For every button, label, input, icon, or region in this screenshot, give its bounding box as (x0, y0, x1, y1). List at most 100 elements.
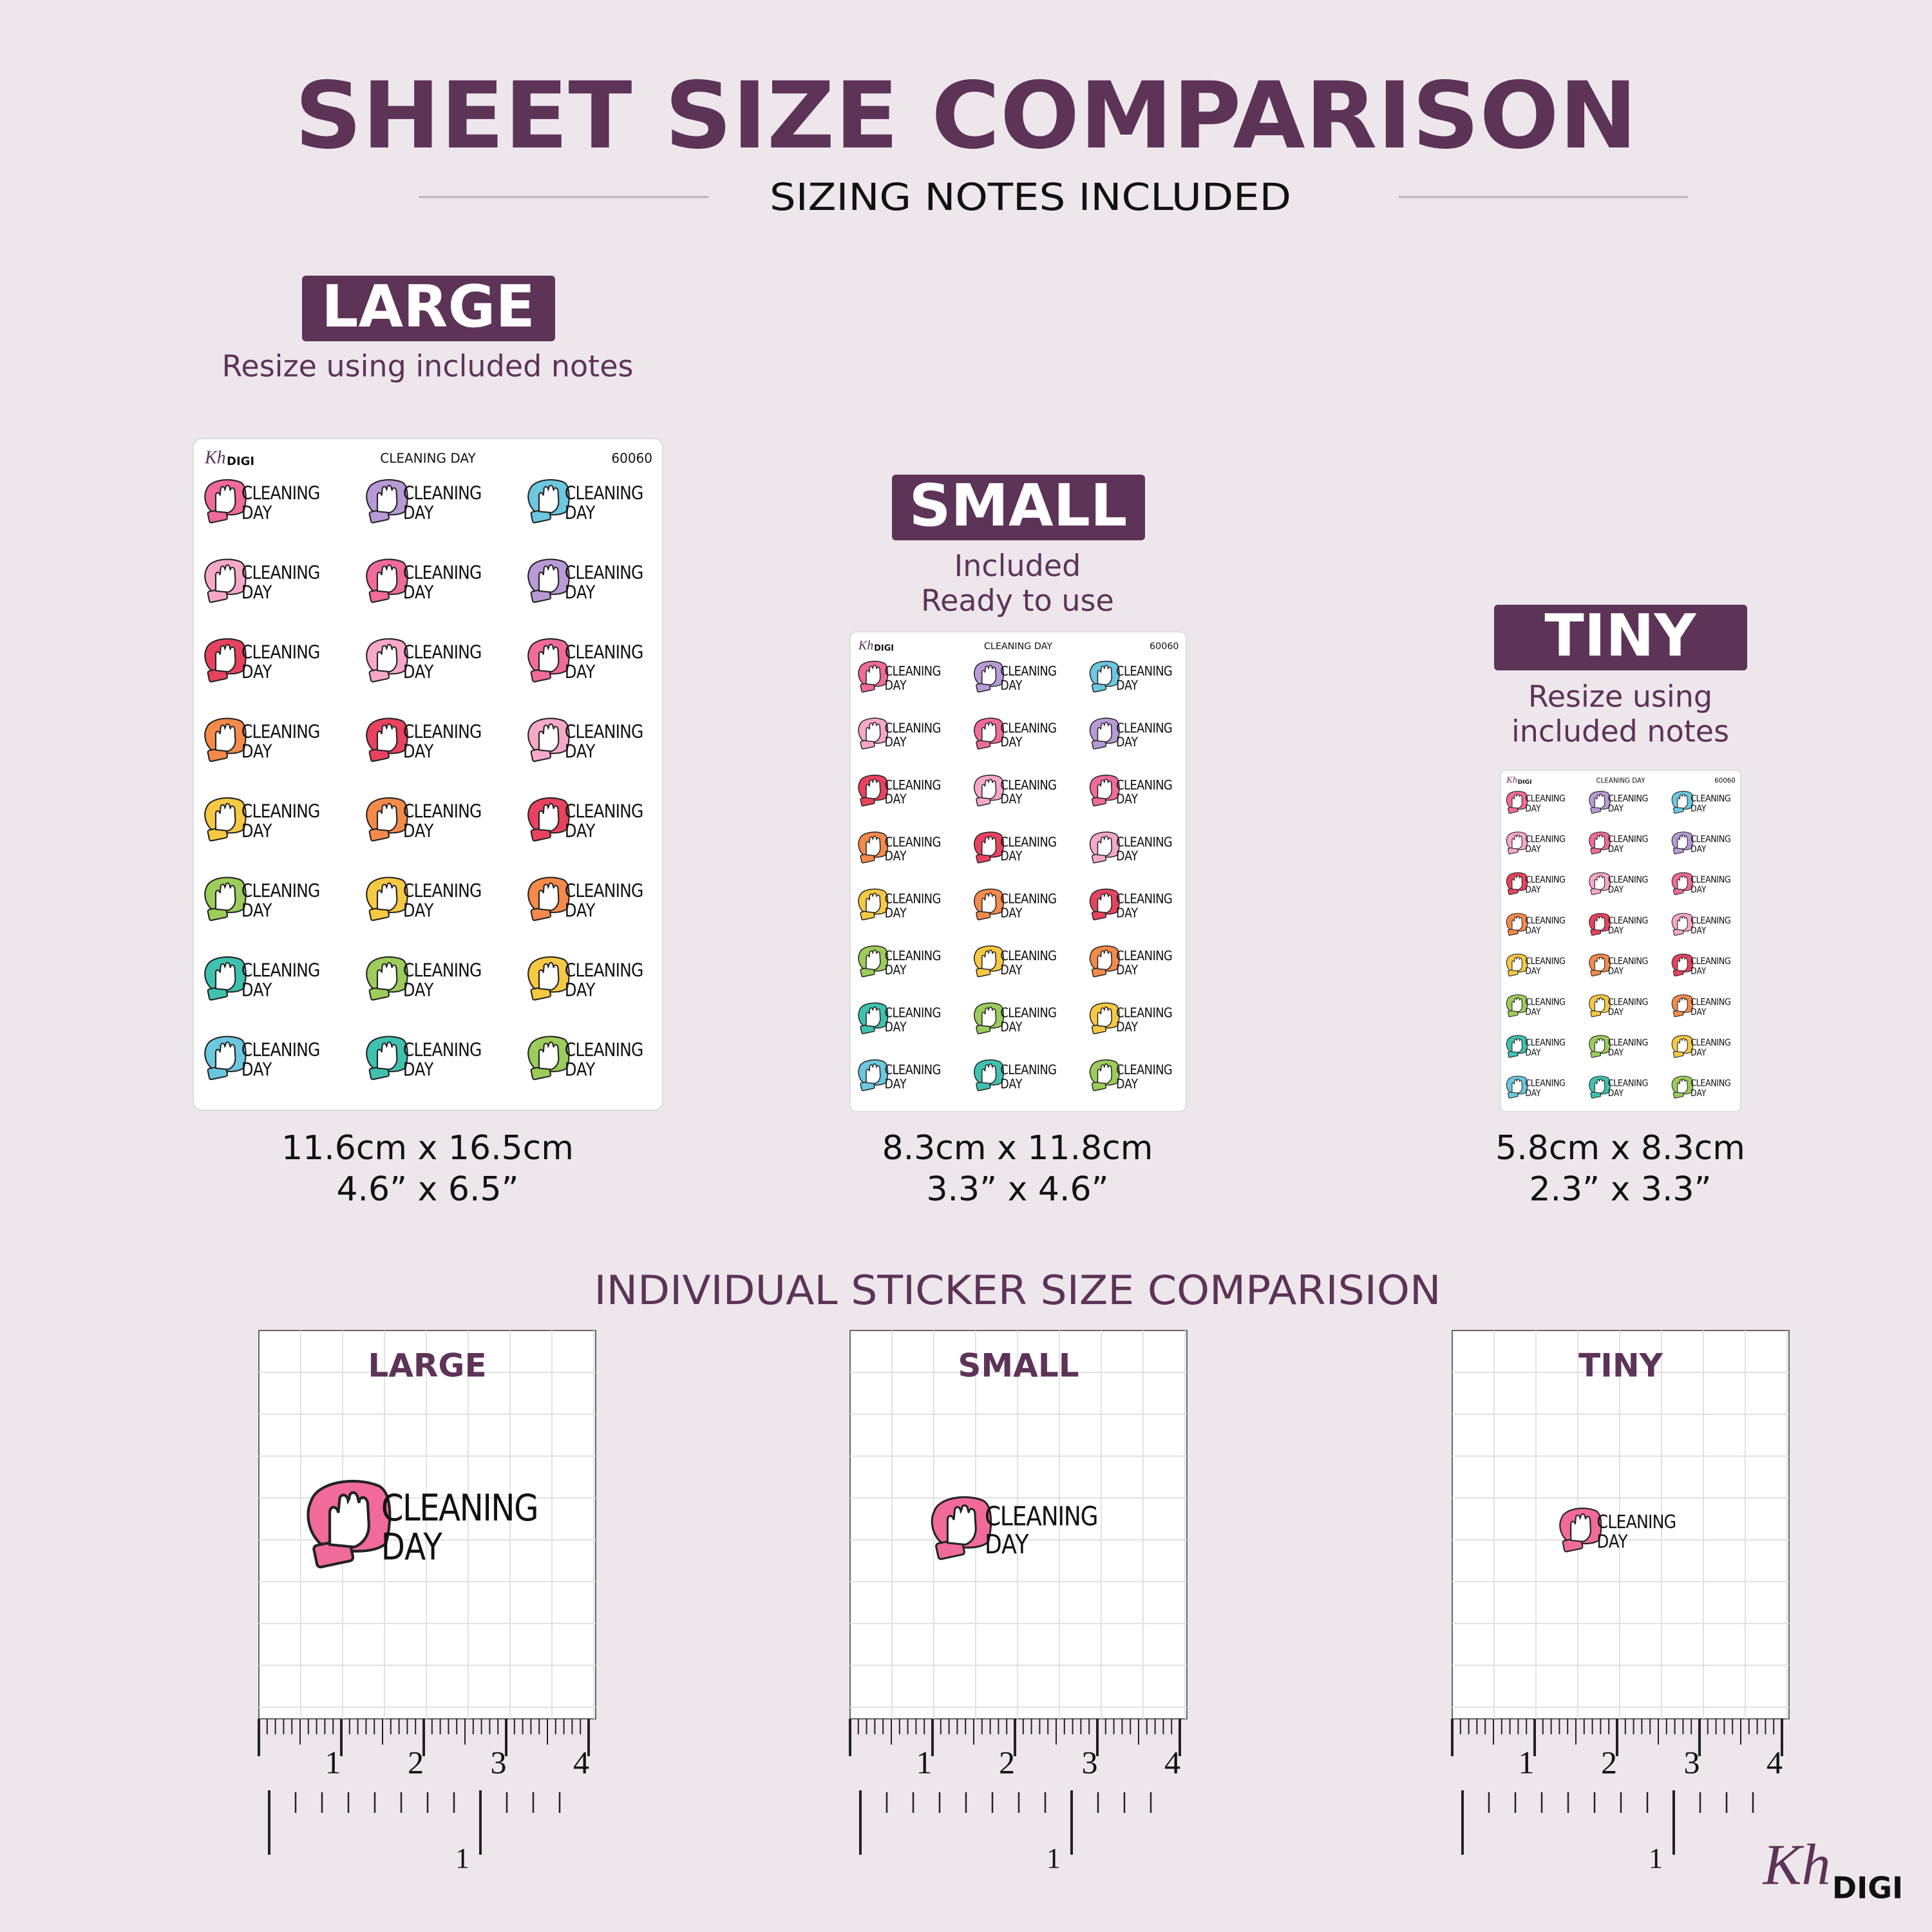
size-note: included notes (1511, 714, 1729, 749)
sticker-text: CLEANING (885, 663, 941, 679)
sheet-code: 60060 (1150, 641, 1179, 652)
sticker-hand (376, 484, 398, 514)
sticker-hand (981, 949, 997, 971)
sticker-text: DAY (1525, 884, 1540, 895)
sticker-hand (981, 1063, 997, 1084)
sticker-hand (866, 949, 881, 971)
sticker-text: DAY (1608, 1047, 1624, 1058)
sticker-text: CLEANING (242, 880, 320, 902)
sticker-text: CLEANING (885, 1005, 941, 1021)
sticker-text: CLEANING (1116, 1062, 1172, 1077)
sticker-text: DAY (1690, 1007, 1706, 1018)
sticker-text: CLEANING (403, 562, 482, 583)
size-imperial: 3.3” x 4.6” (926, 1170, 1108, 1209)
sticker-text: DAY (1690, 884, 1706, 895)
sticker-text: DAY (565, 502, 596, 524)
sticker-hand (376, 1041, 398, 1070)
sticker-text: DAY (1608, 844, 1624, 855)
ruler-number: 2 (1601, 1744, 1617, 1780)
sticker-hand (1097, 1063, 1113, 1084)
sticker-hand (1511, 916, 1522, 931)
size-label: LARGE (321, 273, 535, 341)
sticker-text: DAY (403, 741, 434, 762)
sheet-logo-script: Kh (858, 639, 873, 653)
sticker-sheet: Kh DIGI CLEANING DAY 60060CLEANINGDAYCLEANI… (1500, 770, 1741, 1112)
sticker-text: DAY (885, 1019, 907, 1034)
sticker-text: CLEANING (885, 891, 941, 907)
sticker-text: CLEANING (1116, 948, 1172, 963)
sticker-hand (328, 1491, 370, 1549)
sheet-code: 60060 (1714, 777, 1736, 784)
sticker-hand (1594, 956, 1605, 972)
sticker-text: DAY (242, 980, 272, 1001)
sticker-text: DAY (565, 741, 596, 762)
sticker-text: CLEANING (565, 721, 643, 743)
sticker-text: CLEANING (1608, 793, 1648, 804)
sticker-hand (214, 723, 236, 752)
sticker-text: CLEANING (403, 642, 482, 663)
sticker-hand (1594, 875, 1605, 890)
ruler-number: 1 (916, 1744, 933, 1780)
size-note: Resize using included notes (222, 349, 634, 384)
sticker-hand (538, 723, 560, 752)
sticker-text: DAY (1690, 925, 1706, 936)
sticker-text: CLEANING (1000, 948, 1056, 963)
sticker-text: CLEANING (1608, 915, 1648, 926)
sticker-text: CLEANING (1690, 1078, 1730, 1089)
sticker-hand (1097, 721, 1113, 743)
sticker-text: DAY (885, 734, 907, 750)
sticker-hand (214, 802, 236, 832)
panel-label: TINY (1578, 1347, 1663, 1385)
sticker-hand (981, 721, 997, 743)
sticker-hand (538, 484, 560, 514)
sticker-text: CLEANING (242, 642, 320, 663)
sticker-text: CLEANING (403, 1039, 482, 1061)
ruler-number: 3 (1684, 1744, 1700, 1780)
sticker-hand (1511, 875, 1522, 890)
ruler-inch-number: 1 (455, 1842, 469, 1874)
sticker-hand (1594, 1037, 1605, 1053)
sticker-text: CLEANING (381, 1487, 538, 1530)
sticker-text: DAY (1116, 791, 1138, 807)
sticker-text: CLEANING (1116, 777, 1172, 793)
sticker-hand (1677, 956, 1688, 972)
sticker-text: CLEANING (1690, 1037, 1730, 1048)
ruler-number: 3 (491, 1744, 507, 1780)
sticker-hand (1511, 1079, 1522, 1094)
sticker-hand (538, 643, 560, 673)
sheet-paper (1500, 770, 1741, 1112)
sticker-text: DAY (1000, 905, 1022, 921)
sticker-hand (376, 802, 398, 832)
sticker-text: CLEANING (1000, 777, 1056, 793)
sticker-hand (376, 882, 398, 911)
sticker-hand (866, 1007, 881, 1027)
sticker-text: CLEANING (242, 801, 320, 822)
sticker-hand (1594, 793, 1605, 809)
sticker-hand (1677, 875, 1688, 890)
sticker-hand (1511, 997, 1522, 1012)
sticker-hand (1511, 1037, 1522, 1053)
